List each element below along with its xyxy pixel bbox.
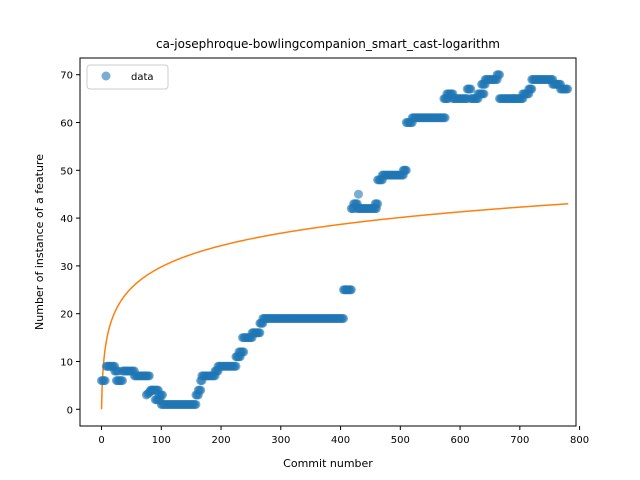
x-axis-label: Commit number: [283, 457, 373, 470]
x-tick-label: 600: [451, 435, 470, 446]
x-tick-label: 200: [211, 435, 230, 446]
y-tick-label: 40: [60, 214, 73, 225]
x-tick-label: 500: [391, 435, 410, 446]
x-tick-label: 800: [570, 435, 589, 446]
plot-frame: [80, 58, 576, 426]
data-point: [339, 313, 349, 323]
data-point: [255, 328, 265, 338]
y-tick-label: 0: [67, 405, 73, 416]
fit-line: [100, 203, 569, 410]
x-tick-label: 300: [271, 435, 290, 446]
data-point: [346, 285, 356, 295]
y-axis: 0 10 20 30 40 50 60 70: [60, 71, 80, 416]
data-point: [479, 89, 489, 99]
y-tick-label: 10: [60, 357, 73, 368]
data-point: [144, 371, 154, 381]
data-point: [495, 70, 505, 80]
data-point: [563, 84, 573, 94]
y-tick-label: 70: [60, 71, 73, 82]
x-axis: 0 100 200 300 400 500 600 700 800: [98, 426, 589, 446]
data-point: [157, 390, 167, 400]
x-tick-label: 100: [152, 435, 171, 446]
chart-title: ca-josephroque-bowlingcompanion_smart_ca…: [156, 37, 500, 51]
y-axis-label: Number of instance of a feature: [33, 154, 46, 330]
data-point: [196, 385, 206, 395]
y-tick-label: 60: [60, 119, 73, 130]
data-point: [401, 165, 411, 175]
data-point: [117, 376, 127, 386]
data-point: [353, 189, 363, 199]
plot-area: [79, 57, 577, 427]
x-tick-label: 400: [331, 435, 350, 446]
legend-label-data: data: [131, 72, 154, 83]
data-point: [466, 84, 476, 94]
data-point: [231, 361, 241, 371]
plot-border: [79, 57, 577, 427]
legend-marker-data: [101, 71, 111, 81]
data-point: [191, 399, 201, 409]
data-point: [239, 347, 249, 357]
legend-box: [86, 64, 169, 90]
data-points-series: [97, 70, 573, 409]
y-tick-label: 50: [60, 166, 73, 177]
y-tick-label: 30: [60, 262, 73, 273]
x-tick-label: 700: [510, 435, 529, 446]
data-point: [527, 84, 537, 94]
data-point: [440, 113, 450, 123]
fit-line-series: [100, 203, 569, 410]
data-point: [373, 199, 383, 209]
y-tick-label: 20: [60, 310, 73, 321]
data-point: [100, 376, 110, 386]
legend: data: [86, 64, 169, 90]
x-tick-label: 0: [98, 435, 104, 446]
